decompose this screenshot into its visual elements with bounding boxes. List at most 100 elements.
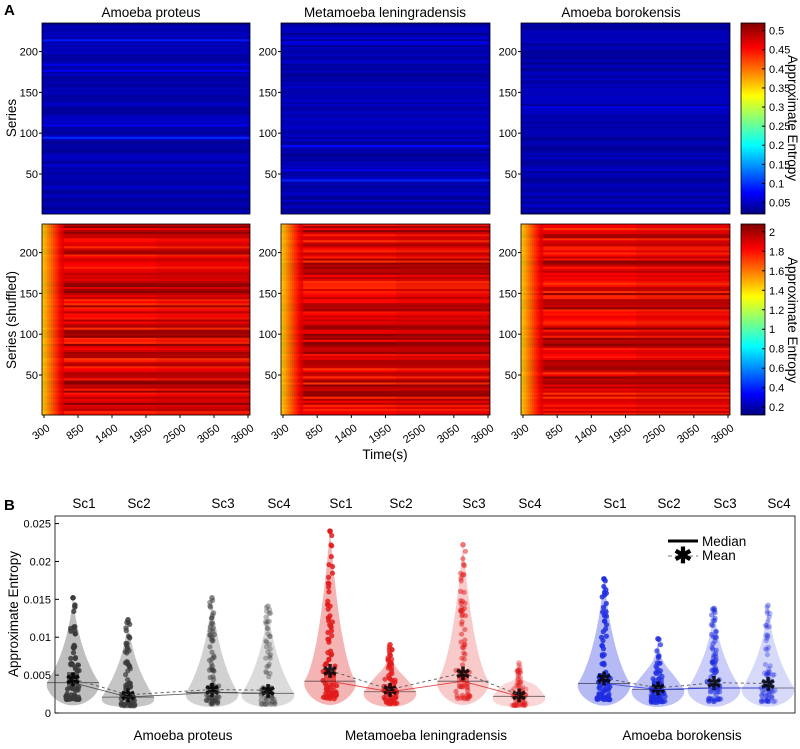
data-point xyxy=(211,653,217,659)
heatmap-row xyxy=(42,67,250,71)
heatmap-row xyxy=(281,402,490,406)
data-point xyxy=(272,701,278,707)
data-point xyxy=(770,672,776,678)
heatmap-row xyxy=(281,37,490,40)
data-point xyxy=(260,688,266,694)
data-point xyxy=(269,701,275,707)
heatmap-row xyxy=(42,317,250,320)
data-point xyxy=(764,670,770,676)
data-point xyxy=(518,679,524,685)
data-point xyxy=(763,622,769,629)
heatmap-row xyxy=(42,130,250,134)
data-point xyxy=(123,672,129,678)
heatmap-row xyxy=(281,331,490,335)
heatmap-row xyxy=(521,106,730,109)
heatmap-row xyxy=(281,155,490,158)
heatmap-row xyxy=(42,144,250,148)
heatmap-row xyxy=(521,250,730,253)
data-point xyxy=(207,604,214,610)
heatmap-row xyxy=(281,179,490,182)
mean-marker: ✱ xyxy=(455,664,470,684)
data-point xyxy=(759,699,765,705)
heatmap-row xyxy=(281,333,490,337)
heatmap-row xyxy=(42,31,250,34)
heatmap-row xyxy=(281,242,490,245)
heatmap-row xyxy=(521,142,730,146)
heatmap-row xyxy=(281,360,490,363)
heatmap-row xyxy=(281,65,490,68)
heatmap-row xyxy=(281,398,490,402)
data-point xyxy=(765,672,772,678)
heatmap-row xyxy=(281,132,490,136)
heatmap-row xyxy=(521,262,730,265)
heatmap-row xyxy=(521,360,730,363)
heatmap-row xyxy=(42,195,250,199)
heatmap-row xyxy=(521,209,730,213)
heatmap-row xyxy=(281,173,490,176)
heatmap-late-shade xyxy=(156,224,250,415)
heatmap-row xyxy=(42,138,250,142)
data-point xyxy=(517,669,523,675)
heatmap-row xyxy=(42,203,250,207)
colorbar-tick-label: 0.1 xyxy=(769,178,784,190)
category-label: Sc1 xyxy=(72,496,95,511)
data-point xyxy=(329,619,335,625)
heatmap-row xyxy=(42,37,250,40)
heatmap-row xyxy=(521,148,730,152)
heatmap-row xyxy=(281,195,490,199)
data-point xyxy=(263,697,269,703)
data-point xyxy=(513,699,519,705)
data-point xyxy=(271,696,277,702)
heatmap-row xyxy=(42,106,250,109)
heatmap-row xyxy=(521,226,730,229)
data-point xyxy=(382,676,388,682)
data-point xyxy=(764,652,771,658)
heatmap-row xyxy=(42,329,250,332)
heatmap-row xyxy=(42,94,250,97)
heatmap-row xyxy=(521,240,730,243)
data-point xyxy=(760,690,766,696)
heatmap-row xyxy=(281,207,490,211)
heatmap-row xyxy=(521,293,730,296)
heatmap-row xyxy=(521,67,730,71)
data-point xyxy=(265,694,271,700)
heatmap-row xyxy=(42,55,250,58)
data-point xyxy=(515,676,522,682)
data-point xyxy=(259,701,265,707)
heatmap-row xyxy=(521,29,730,32)
heatmap-row xyxy=(42,61,250,64)
heatmap-row xyxy=(42,325,250,328)
heatmap-row xyxy=(521,349,730,353)
heatmap-row xyxy=(281,349,490,353)
heatmap-row xyxy=(281,315,490,318)
data-point xyxy=(266,610,273,616)
colorbar-tick-label: 1.4 xyxy=(769,285,784,297)
heatmap-row xyxy=(521,134,730,138)
heatmap-row xyxy=(521,286,730,290)
data-point xyxy=(325,606,331,612)
heatmap-row xyxy=(281,276,490,280)
heatmap-row xyxy=(281,341,490,345)
heatmap-onset-band xyxy=(42,224,45,415)
legend-mean-label: Mean xyxy=(702,548,736,563)
heatmap-row xyxy=(281,293,490,296)
data-point xyxy=(213,687,219,694)
colorbar-label-bottom: Approximate Entropy xyxy=(785,257,800,383)
heatmap-row xyxy=(521,327,730,330)
data-point xyxy=(215,694,221,700)
data-point xyxy=(712,615,718,621)
heatmap-row xyxy=(521,268,730,272)
heatmap-row xyxy=(521,295,730,298)
data-point xyxy=(459,683,466,690)
data-point xyxy=(389,647,395,653)
heatmap-row xyxy=(521,138,730,142)
heatmap-row xyxy=(42,102,250,105)
heatmap-row xyxy=(281,29,490,32)
category-label: Sc4 xyxy=(267,496,291,511)
heatmap-row xyxy=(521,173,730,176)
heatmap-row xyxy=(42,368,250,371)
data-point xyxy=(709,612,715,618)
mean-marker: ✱ xyxy=(204,681,219,701)
data-point xyxy=(264,664,270,670)
heatmap-row xyxy=(281,412,490,416)
